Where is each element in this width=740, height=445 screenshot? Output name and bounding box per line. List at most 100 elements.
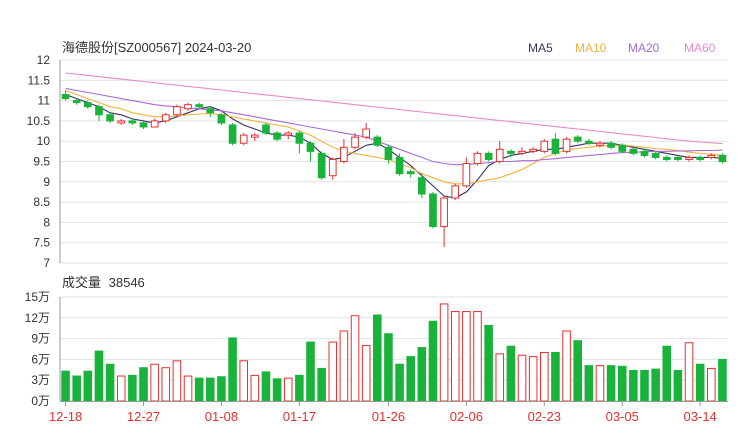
candle (95, 104, 103, 121)
legend-ma10: MA10 (575, 41, 607, 55)
candle-body (473, 152, 482, 165)
volume-bar (651, 368, 660, 402)
volume-bar (183, 375, 193, 402)
candle-body (95, 106, 103, 116)
candle-body (451, 185, 460, 199)
x-tick-label: 03-05 (606, 409, 639, 424)
candle-body (551, 138, 560, 154)
candle (473, 151, 482, 166)
candle-body (217, 114, 226, 124)
candle-body (373, 136, 382, 146)
candle-body (507, 150, 515, 154)
x-tick-label: 03-14 (684, 409, 717, 424)
candle (239, 133, 248, 146)
volume-bar (172, 360, 182, 402)
candle (328, 157, 337, 180)
candle-body (317, 152, 326, 179)
candle (562, 137, 571, 154)
candle-body (696, 156, 705, 160)
candle-body (150, 120, 159, 128)
volume-tick-label: 0万 (31, 394, 50, 408)
volume-bar (673, 369, 683, 402)
x-tick-label: 12-18 (49, 409, 82, 424)
candle (573, 135, 582, 144)
volume-bar (707, 367, 716, 402)
candle (228, 122, 237, 146)
candle-body (429, 193, 437, 227)
volume-bar (306, 341, 315, 402)
volume-grid (60, 296, 728, 402)
x-tick-label: 02-23 (528, 409, 561, 424)
volume-bar (473, 311, 482, 402)
volume-bar (261, 371, 271, 402)
volume-bar (718, 358, 727, 402)
volume-bar (640, 369, 649, 402)
price-tick-label: 10 (37, 134, 51, 148)
volume-y-axis: 15万 12万 9万 6万 3万 0万 (25, 290, 61, 408)
candle (429, 191, 437, 229)
volume-bar (384, 333, 393, 402)
price-tick-label: 11 (38, 94, 51, 108)
candle (72, 98, 81, 105)
candle-body (484, 152, 493, 160)
candle-body (685, 156, 693, 160)
candle-body (662, 156, 671, 160)
candle (596, 141, 604, 148)
volume-bar (317, 367, 326, 402)
volume-title: 成交量 38546 (62, 275, 145, 290)
volume-bar (194, 377, 204, 402)
candle-body (284, 132, 293, 136)
candle (718, 153, 727, 164)
candle-body (607, 142, 615, 148)
candle (495, 141, 504, 164)
candle-body (384, 146, 393, 160)
price-tick-label: 8 (43, 215, 50, 229)
volume-bar (606, 365, 616, 402)
volume-bar (528, 356, 538, 402)
candle-body (518, 150, 526, 154)
volume-bar (551, 351, 560, 402)
price-tick-label: 7 (43, 256, 50, 270)
candle (250, 133, 259, 142)
candle-body (306, 142, 315, 152)
candle-body (61, 94, 70, 100)
volume-bar (328, 341, 338, 402)
candle (340, 139, 348, 164)
candle (106, 112, 114, 123)
volume-bar (562, 330, 571, 402)
candle-body (106, 114, 114, 122)
candle (529, 147, 538, 154)
candle (440, 196, 448, 247)
candle-body (328, 158, 337, 177)
candle-body (718, 154, 727, 163)
candle-body (406, 171, 415, 175)
volume-bar (617, 365, 627, 402)
candle (284, 131, 293, 140)
candle (317, 151, 326, 180)
legend-ma5: MA5 (528, 41, 553, 55)
candle-body (262, 124, 270, 134)
volume-bar (495, 353, 505, 402)
candle (295, 131, 304, 154)
candle (206, 106, 215, 117)
volume-bar (350, 315, 360, 402)
ma-line-ma10 (65, 89, 723, 185)
candle-body (629, 148, 638, 154)
candle (685, 155, 693, 162)
candle-body (340, 146, 348, 162)
candle-body (195, 104, 204, 108)
volume-bar (217, 376, 226, 402)
volume-bars (61, 303, 727, 402)
price-tick-label: 7.5 (33, 236, 50, 250)
candle (173, 104, 181, 117)
x-tick-label: 01-26 (372, 409, 405, 424)
candle-body (83, 102, 92, 108)
volume-bar (250, 374, 260, 402)
volume-bar (517, 354, 527, 402)
volume-bar (684, 342, 694, 402)
candle (629, 147, 638, 156)
volume-bar (439, 303, 449, 402)
candle-body (440, 197, 448, 227)
volume-bar (283, 377, 293, 402)
